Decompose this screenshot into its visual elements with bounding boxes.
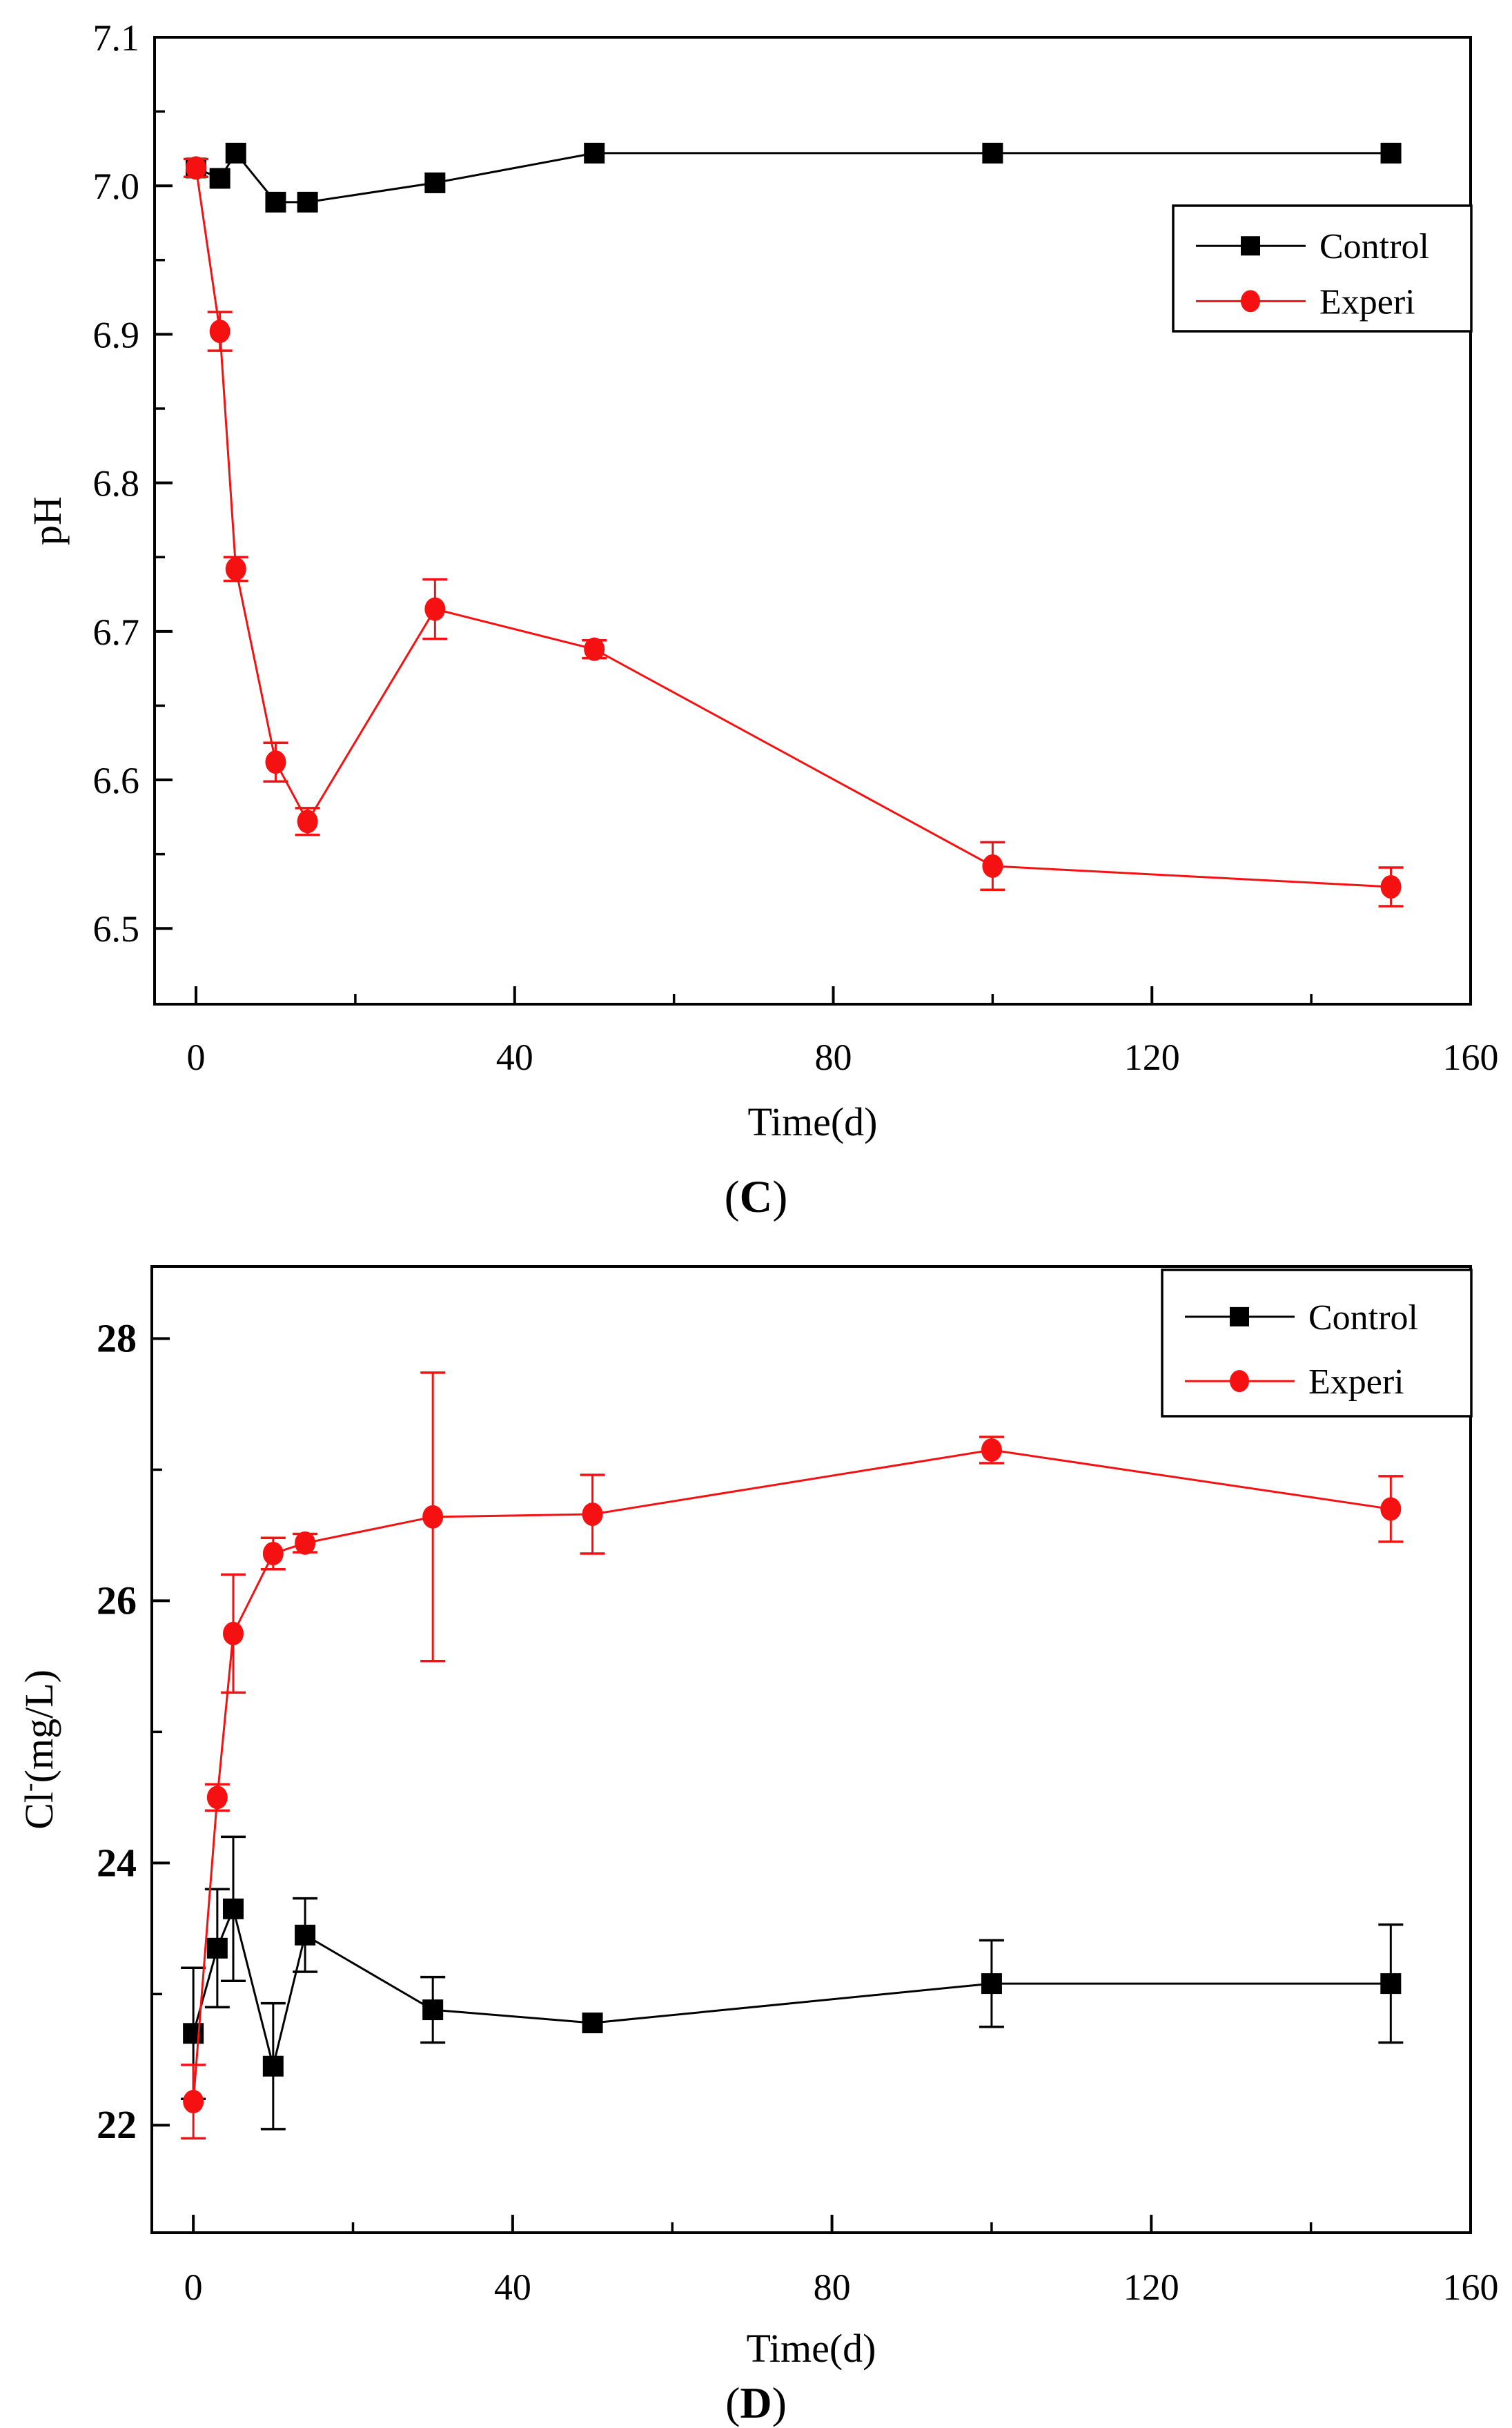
marker-circle [186, 156, 207, 180]
caption-paren-close: ) [772, 1172, 788, 1222]
figure-panel-c: 0 40 80 120 160 6.5 6.6 6.7 6.8 6.9 7.0 7.1 Time(d) p… [0, 17, 1512, 1249]
caption-letter-d: D [740, 2378, 772, 2427]
caption-paren-open: ( [725, 2378, 740, 2427]
y-tick-label: 6.7 [93, 611, 140, 653]
marker-square [982, 142, 1003, 164]
panel-caption-d: (D) [0, 2381, 1512, 2428]
marker-circle [424, 597, 446, 621]
x-tick-label: 80 [815, 1037, 852, 1078]
marker-circle [222, 1621, 244, 1645]
series-line [195, 151, 1391, 204]
legend-marker-circle [1241, 290, 1260, 313]
legend-marker-square [1230, 1306, 1249, 1326]
marker-square [265, 191, 286, 213]
legend-marker-circle [1230, 1370, 1249, 1393]
marker-square [1380, 1973, 1402, 1995]
figure-panel-d: 0 40 80 120 160 22 24 26 28 Time(d) Cl-(mg/L) Contr… [0, 1249, 1512, 2428]
x-tick-label: 160 [1443, 1037, 1499, 1078]
marker-circle [982, 854, 1003, 878]
marker-square [584, 142, 605, 164]
plot-frame [150, 1265, 1472, 2234]
y-tick-label: 24 [97, 1840, 137, 1885]
x-tick-label: 0 [184, 2267, 203, 2308]
y-axis-label: Cl-(mg/L) [14, 1670, 61, 1830]
series-control [186, 142, 1402, 213]
chart-c-svg: 0 40 80 120 160 6.5 6.6 6.7 6.8 6.9 7.0 7.1 Time(d) p… [25, 17, 1499, 1144]
caption-paren-close: ) [772, 2378, 787, 2427]
marker-square [225, 142, 246, 164]
marker-circle [422, 1505, 444, 1529]
y-tick-label: 6.8 [93, 463, 140, 505]
legend-label: Experi [1319, 282, 1415, 322]
marker-square [981, 1973, 1002, 1995]
legend: Control Experi [1161, 1269, 1473, 1418]
marker-square [206, 1937, 228, 1959]
chart-d-svg: 0 40 80 120 160 22 24 26 28 Time(d) Cl-(mg/L) Contr… [14, 1265, 1499, 2371]
y-tick-label: 7.1 [93, 17, 140, 59]
y-tick-label: 26 [97, 1578, 137, 1623]
x-tick-label: 40 [494, 2267, 531, 2308]
legend-label: Control [1308, 1298, 1418, 1338]
y-tick-label: 6.9 [93, 314, 140, 355]
x-tick-label: 120 [1123, 2267, 1179, 2308]
marker-circle [265, 750, 286, 774]
series-experi [181, 1371, 1404, 2140]
y-tick-label: 6.6 [93, 760, 140, 801]
marker-circle [1380, 874, 1402, 899]
marker-square [183, 2023, 204, 2044]
series-experi [184, 156, 1404, 908]
legend-label: Experi [1308, 1362, 1404, 1402]
legend-box [1161, 1269, 1473, 1418]
x-axis-label: Time(d) [748, 1099, 878, 1144]
marker-square [582, 2013, 603, 2034]
marker-square [222, 1898, 244, 1919]
marker-circle [584, 637, 605, 661]
legend-marker-square [1241, 236, 1260, 256]
x-tick-label: 120 [1124, 1037, 1180, 1078]
marker-circle [262, 1542, 284, 1566]
marker-circle [1380, 1497, 1402, 1521]
x-tick-label: 160 [1443, 2267, 1499, 2308]
x-tick-label: 40 [496, 1037, 533, 1078]
y-tick-label: 22 [97, 2102, 137, 2147]
x-axis: 0 40 80 120 160 [184, 2215, 1499, 2308]
marker-square [262, 2055, 284, 2077]
x-tick-label: 80 [814, 2267, 851, 2308]
caption-paren-open: ( [724, 1172, 740, 1222]
marker-circle [297, 810, 318, 834]
marker-circle [582, 1502, 603, 1527]
marker-square [297, 191, 318, 213]
y-axis-label: pH [25, 496, 70, 545]
marker-circle [225, 557, 246, 581]
y-tick-label: 28 [97, 1315, 137, 1360]
marker-circle [206, 1785, 228, 1810]
plot-frame [153, 36, 1472, 1006]
marker-square [295, 1924, 316, 1946]
marker-square [422, 1999, 444, 2021]
marker-circle [209, 320, 230, 344]
legend: Control Experi [1172, 204, 1473, 333]
marker-circle [981, 1438, 1002, 1462]
caption-letter-c: C [739, 1172, 773, 1222]
marker-circle [295, 1531, 316, 1555]
marker-square [209, 168, 230, 189]
y-axis: 22 24 26 28 [97, 1315, 170, 2147]
panel-caption-c: (C) [0, 1146, 1512, 1249]
marker-square [1380, 142, 1402, 164]
y-axis: 6.5 6.6 6.7 6.8 6.9 7.0 7.1 [93, 17, 173, 950]
legend-box [1172, 204, 1473, 333]
y-tick-label: 7.0 [93, 166, 140, 207]
x-tick-label: 0 [187, 1037, 206, 1078]
x-axis: 0 40 80 120 160 [187, 986, 1499, 1078]
marker-circle [183, 2090, 204, 2114]
legend-label: Control [1319, 227, 1429, 266]
y-tick-label: 6.5 [93, 908, 140, 950]
series-control [181, 1835, 1404, 2131]
marker-square [424, 172, 446, 193]
series-line [192, 1906, 1391, 2067]
x-axis-label: Time(d) [747, 2326, 876, 2371]
